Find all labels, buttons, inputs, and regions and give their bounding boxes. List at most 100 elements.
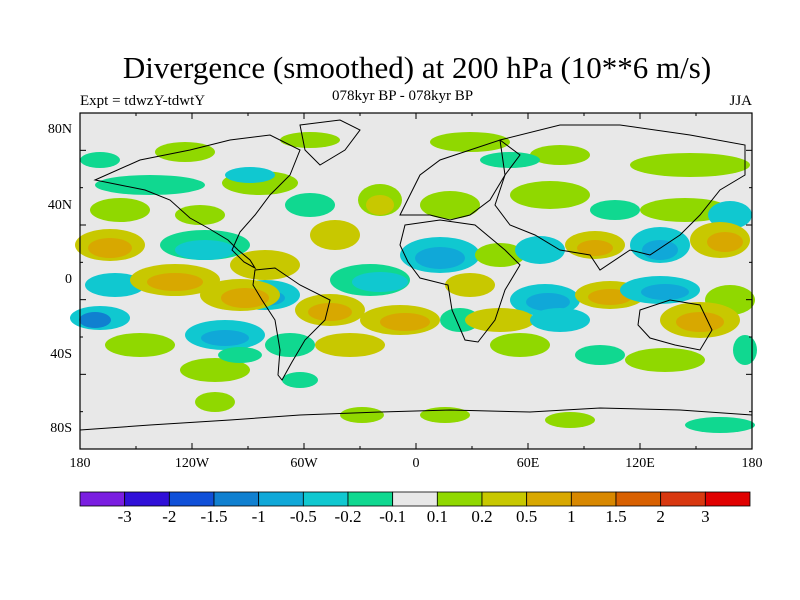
field-contour-neg-small xyxy=(95,175,205,195)
colorbar-label: 1.5 xyxy=(605,507,627,526)
field-contour-pos-large xyxy=(221,288,269,308)
axis-ticks xyxy=(79,112,753,450)
colorbar-label: 3 xyxy=(701,507,710,526)
lon-label-120e: 120E xyxy=(625,456,655,471)
field-contour-neg-mid xyxy=(530,308,590,332)
field-contour-pos-small xyxy=(640,198,730,222)
lat-label-eq: 0 xyxy=(65,272,72,287)
colorbar-swatch xyxy=(168,491,215,507)
lat-label-40n: 40N xyxy=(47,198,72,213)
lon-label-60w: 60W xyxy=(290,456,318,471)
field-contour-pos-small xyxy=(340,407,384,423)
field-contour-neg-large xyxy=(201,330,249,346)
field-contour-neg-small xyxy=(480,152,540,168)
field-contour-neg-large xyxy=(641,284,689,300)
colorbar-swatch xyxy=(526,491,572,507)
coastline-path xyxy=(299,119,361,166)
field-contour-neg-small xyxy=(733,335,757,365)
colorbar-swatch xyxy=(704,491,751,507)
field-contour-pos-large xyxy=(380,313,430,331)
colorbar-swatch xyxy=(481,491,528,507)
colorbar-label: -1.5 xyxy=(200,507,228,526)
field-contour-pos-small xyxy=(420,191,480,219)
colorbar-swatch xyxy=(347,491,394,507)
season-label: JJA xyxy=(729,93,752,109)
coastline-path xyxy=(79,407,753,431)
field-contour-pos-mid xyxy=(366,195,394,215)
field-contour-pos-small xyxy=(420,407,470,423)
field-contour-pos-small xyxy=(195,392,235,412)
plot-title: Divergence (smoothed) at 200 hPa (10**6 … xyxy=(122,50,712,85)
colorbar xyxy=(79,491,751,507)
experiment-label: Expt = tdwzY-tdwtY xyxy=(80,93,206,109)
field-contour-pos-small xyxy=(545,412,595,428)
field-contour-neg-mid xyxy=(225,167,275,183)
field-contour-pos-small xyxy=(175,205,225,225)
coastline-path xyxy=(93,134,301,270)
field-contour-neg-small xyxy=(218,347,262,363)
colorbar-label: 0.2 xyxy=(471,507,493,526)
field-contour-neg-small xyxy=(685,417,755,433)
coastline-path xyxy=(637,299,713,351)
field-contour-neg-mid xyxy=(515,236,565,264)
colorbar-label: -3 xyxy=(117,507,132,526)
colorbar-label: -0.2 xyxy=(334,507,362,526)
field-contour-neg-small xyxy=(590,200,640,220)
field-contour-neg-small xyxy=(282,372,318,388)
field-contour-pos-small xyxy=(510,181,590,209)
lat-label-80s: 80S xyxy=(50,421,72,436)
coastline-path xyxy=(494,124,746,271)
field-contour-neg-small xyxy=(265,333,315,357)
field-contour-neg-small xyxy=(80,152,120,168)
field-contour-neg-small xyxy=(575,345,625,365)
field-contour-neg-strong xyxy=(79,312,111,328)
coastline-path xyxy=(399,219,521,343)
field-contour-pos-mid xyxy=(465,308,535,332)
field-contour-pos-mid xyxy=(315,333,385,357)
field-contour-neg-mid xyxy=(85,273,145,297)
field-contour-pos-small xyxy=(430,132,510,152)
field-contour-pos-large xyxy=(308,303,352,321)
field-contour-neg-large xyxy=(642,240,678,260)
colorbar-label: -0.5 xyxy=(289,507,317,526)
lon-label-180w: 180 xyxy=(69,456,91,471)
lat-label-40s: 40S xyxy=(50,347,72,362)
field-contour-pos-large xyxy=(707,232,743,252)
lon-label-0: 0 xyxy=(412,456,420,471)
coastline-path xyxy=(252,267,331,381)
colorbar-label: -1 xyxy=(251,507,266,526)
field-contour-pos-small xyxy=(625,348,705,372)
field-contour-pos-small xyxy=(530,145,590,165)
coastlines xyxy=(79,119,753,431)
colorbar-swatch xyxy=(436,491,483,507)
colorbar-swatch xyxy=(213,491,260,507)
colorbar-swatch xyxy=(258,491,304,507)
field-contour-neg-large xyxy=(526,293,570,311)
field-contour-neg-mid xyxy=(175,240,235,260)
field-contour-pos-small xyxy=(280,132,340,148)
field-contour-pos-small xyxy=(475,243,525,267)
field-contour-pos-small xyxy=(180,358,250,382)
colorbar-label: 0.5 xyxy=(516,507,538,526)
colorbar-swatch xyxy=(660,491,706,507)
colorbar-swatch xyxy=(302,491,349,507)
field-contour-pos-large xyxy=(88,238,132,258)
field-contour-pos-mid xyxy=(310,220,360,250)
colorbar-label: 1 xyxy=(567,507,576,526)
lon-label-120w: 120W xyxy=(174,456,210,471)
field-contour-pos-small xyxy=(490,333,550,357)
colorbar-label: 2 xyxy=(656,507,665,526)
field-contour-pos-small xyxy=(105,333,175,357)
colorbar-swatch xyxy=(570,491,617,507)
field-contour-pos-small xyxy=(630,153,750,177)
colorbar-swatch xyxy=(124,491,170,507)
field-contour-pos-small xyxy=(90,198,150,222)
field-contour-pos-mid xyxy=(445,273,495,297)
coastline-path xyxy=(399,139,521,221)
field-contour-neg-large xyxy=(415,247,465,269)
colorbar-swatch xyxy=(615,491,662,507)
field-contour-pos-large xyxy=(147,273,203,291)
lat-label-80n: 80N xyxy=(47,122,72,137)
plot-subtitle: 078kyr BP - 078kyr BP xyxy=(332,88,474,104)
